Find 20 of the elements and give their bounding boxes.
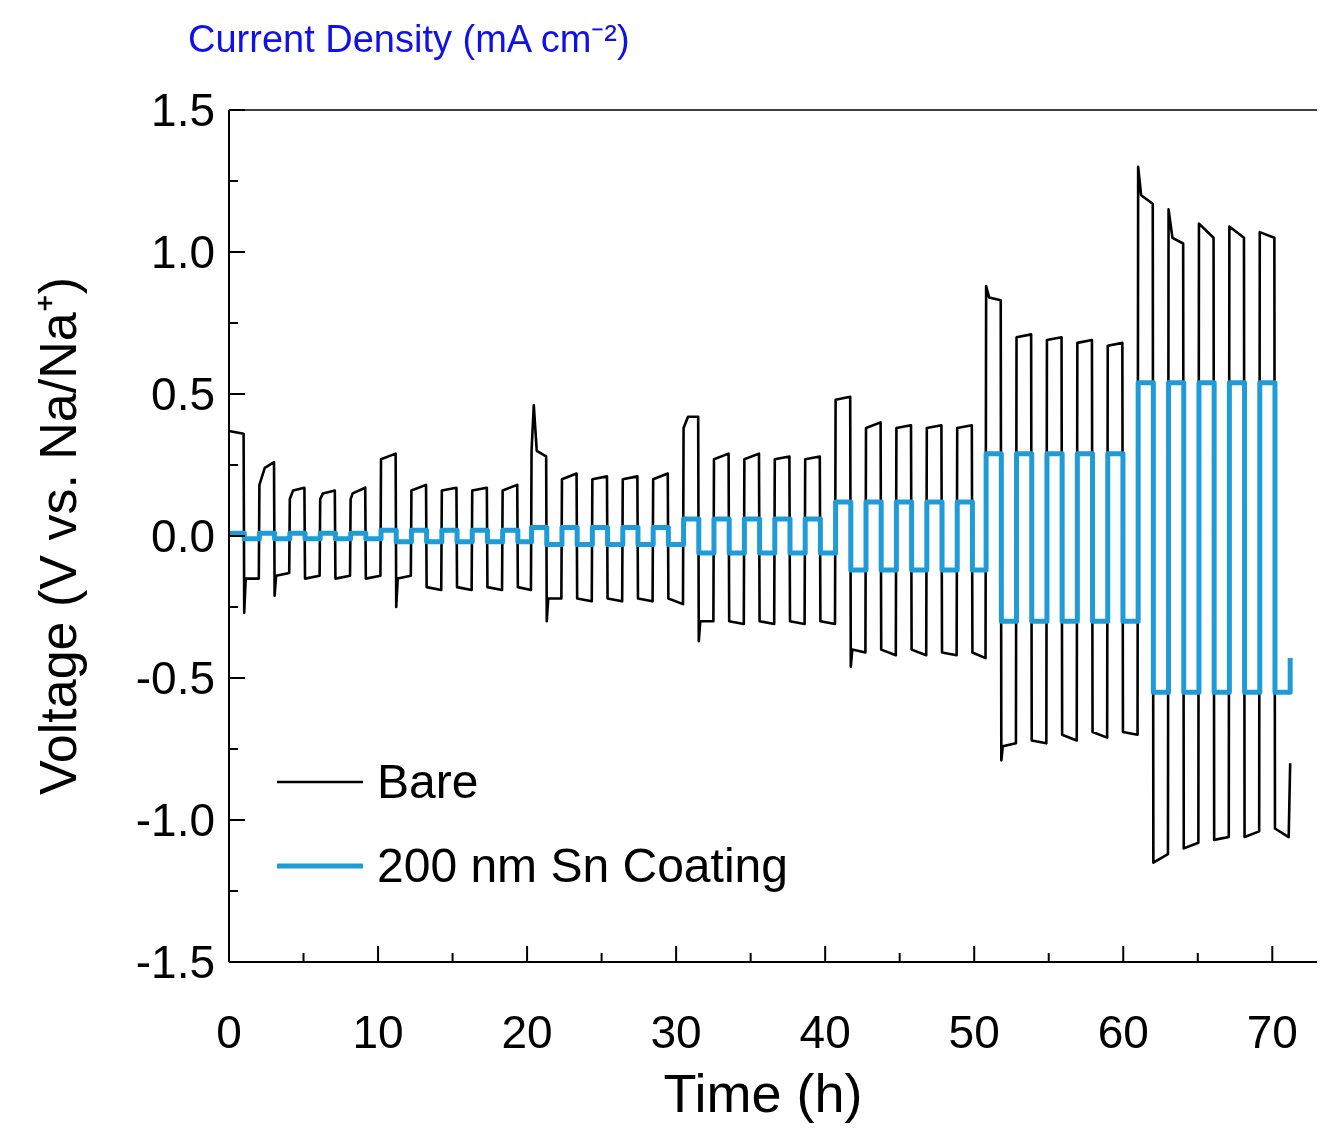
legend-label: 200 nm Sn Coating xyxy=(377,839,788,892)
y-tick-label: 1.0 xyxy=(151,226,215,278)
y-tick-label: 0.0 xyxy=(151,510,215,562)
x-tick-label: 30 xyxy=(650,1006,702,1058)
x-tick-label: 10 xyxy=(352,1006,404,1058)
x-tick-label: 60 xyxy=(1097,1006,1149,1058)
y-tick-label: -0.5 xyxy=(135,652,215,704)
x-tick-label: 70 xyxy=(1246,1006,1298,1058)
x-tick-label: 40 xyxy=(799,1006,851,1058)
y-tick-label: 0.5 xyxy=(151,368,215,420)
legend-label: Bare xyxy=(377,755,479,808)
y-tick-label: -1.0 xyxy=(135,794,215,846)
y-axis-title: Voltage (V vs. Na/Na⁺) xyxy=(29,277,87,795)
text: Current Density (mA cm⁻²) xyxy=(188,18,630,60)
x-tick-label: 20 xyxy=(501,1006,553,1058)
x-tick-label: 0 xyxy=(216,1006,242,1058)
x-tick-label: 50 xyxy=(948,1006,1000,1058)
y-tick-label: -1.5 xyxy=(135,936,215,988)
x-axis-title: Time (h) xyxy=(663,1063,863,1123)
y-tick-label: 1.5 xyxy=(151,84,215,136)
